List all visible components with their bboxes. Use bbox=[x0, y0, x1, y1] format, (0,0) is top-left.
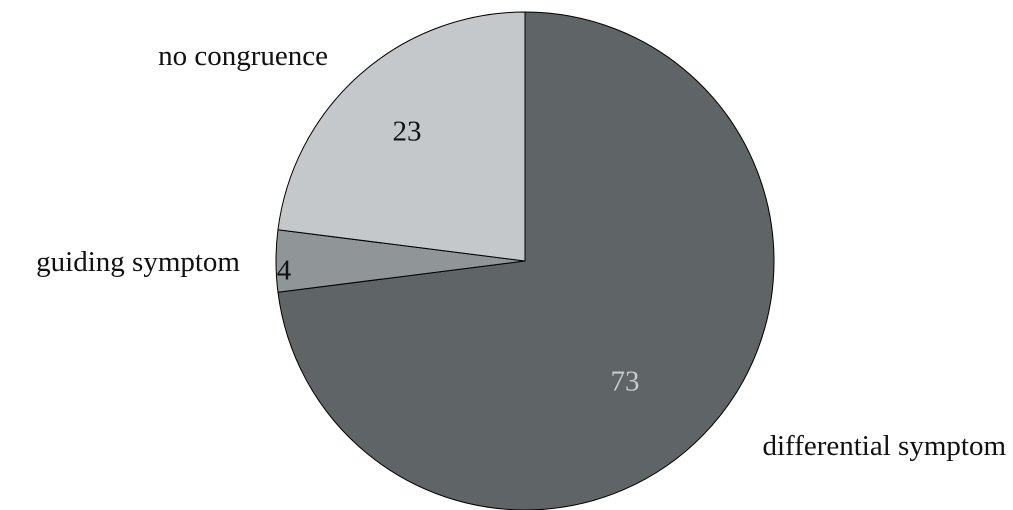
pie-slice-differential-symptom bbox=[277, 11, 775, 510]
slice-label-no-congruence: no congruence bbox=[158, 40, 328, 72]
value-label-differential-symptom: 73 bbox=[611, 366, 640, 398]
slice-label-differential-symptom: differential symptom bbox=[763, 430, 1007, 462]
value-label-no-congruence: 23 bbox=[393, 116, 422, 148]
pie-slice-no-congruence bbox=[277, 11, 526, 262]
value-label-guiding-symptom: 4 bbox=[277, 255, 292, 287]
slice-label-guiding-symptom: guiding symptom bbox=[36, 246, 240, 278]
